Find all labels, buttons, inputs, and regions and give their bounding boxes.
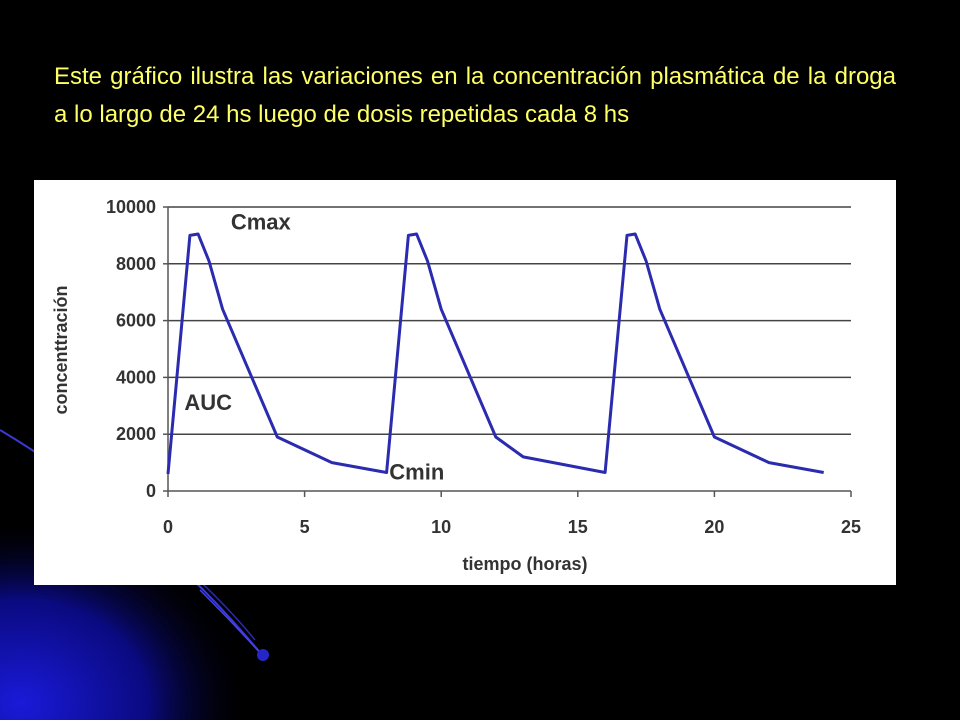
annotation-cmax: Cmax (231, 210, 292, 235)
x-tick-label: 20 (704, 517, 724, 537)
y-tick-label: 2000 (116, 424, 156, 444)
y-tick-label: 8000 (116, 254, 156, 274)
x-tick-label: 15 (568, 517, 588, 537)
y-tick-label: 10000 (106, 197, 156, 217)
concentration-chart: 0 2000 4000 6000 8000 10000 0 5 10 15 20 25 Cmax AU… (51, 197, 861, 574)
x-tick-label: 25 (841, 517, 861, 537)
x-tick-label: 10 (431, 517, 451, 537)
annotation-cmin: Cmin (389, 460, 444, 485)
chart-panel: 0 2000 4000 6000 8000 10000 0 5 10 15 20 25 Cmax AU… (34, 180, 896, 585)
x-axis-title: tiempo (horas) (462, 554, 587, 574)
x-tick-label: 5 (300, 517, 310, 537)
y-axis-title: concenttración (51, 285, 71, 414)
y-tick-label: 6000 (116, 311, 156, 331)
y-tick-label: 0 (146, 481, 156, 501)
concentration-line (166, 232, 824, 475)
x-tick-label: 0 (163, 517, 173, 537)
annotation-auc: AUC (184, 390, 232, 415)
slide-description: Este gráfico ilustra las variaciones en … (54, 63, 896, 128)
y-tick-label: 4000 (116, 367, 156, 387)
